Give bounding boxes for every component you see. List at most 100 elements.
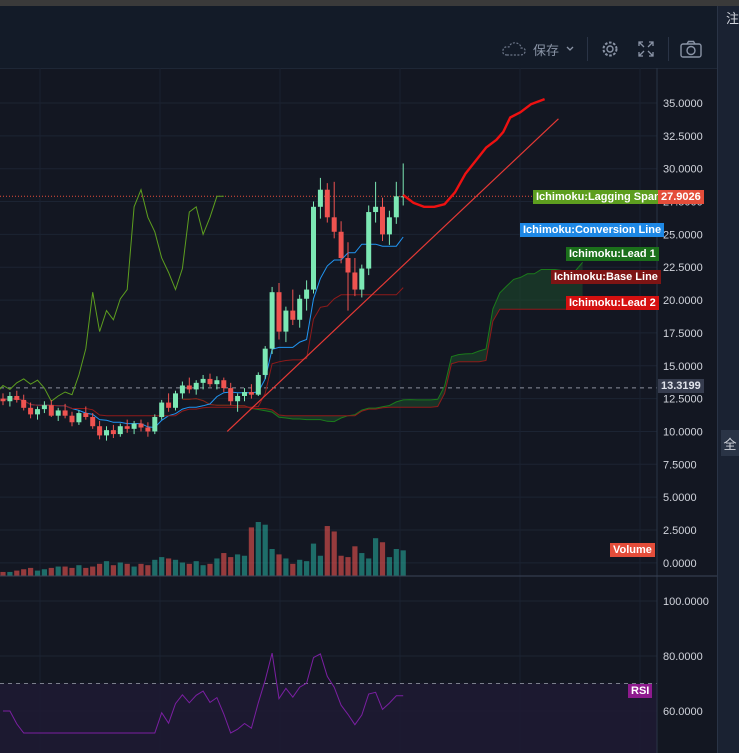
volume-bar <box>83 567 89 576</box>
volume-bar <box>110 565 116 576</box>
volume-bar <box>290 563 296 576</box>
candle-body <box>62 410 68 416</box>
volume-bar <box>310 543 317 576</box>
volume-bar <box>386 557 392 576</box>
candle-body <box>248 392 254 395</box>
trend-drawings <box>226 97 559 432</box>
price-tick-label: 20.0000 <box>663 295 703 307</box>
candle-body <box>48 405 54 416</box>
volume-bar <box>269 549 275 576</box>
candle-body <box>41 405 47 410</box>
candle-body <box>173 393 178 408</box>
toolbar-separator <box>668 37 670 61</box>
price-tick-label: 30.0000 <box>663 164 703 176</box>
volume-bar <box>359 553 365 576</box>
indicator-lines <box>0 188 583 734</box>
volume-bar <box>200 565 206 576</box>
volume-bar <box>228 557 234 576</box>
candle-body <box>159 402 165 418</box>
volume-bar <box>14 570 20 576</box>
volume-bar <box>345 557 351 576</box>
volume-bar <box>62 566 68 576</box>
volume-bar <box>166 558 172 576</box>
candle-body <box>304 289 310 299</box>
volume-bar <box>172 559 179 576</box>
ichimoku-cloud <box>182 262 583 422</box>
candle-body <box>345 258 351 273</box>
save-button[interactable]: 保存 <box>497 35 579 63</box>
volume-bar <box>55 566 61 576</box>
volume-bar <box>379 542 386 576</box>
rsi-tag: RSI <box>628 684 653 698</box>
volume-bar <box>317 555 323 576</box>
price-tick-label: 15.0000 <box>663 361 703 373</box>
side-panel-tab[interactable]: 注 <box>726 11 739 26</box>
volume-bar <box>400 550 406 576</box>
volume-bar <box>145 565 151 576</box>
candle-body <box>117 426 123 435</box>
price-tick-label: 35.0000 <box>663 98 703 110</box>
price-axis: 35.000032.500030.000027.500025.000022.50… <box>0 68 717 753</box>
volume-bar <box>331 531 337 576</box>
settings-button[interactable] <box>596 35 624 63</box>
volume-bar <box>186 563 192 576</box>
volume-bar <box>131 566 137 576</box>
candle-body <box>110 430 116 435</box>
volume-bar <box>193 561 199 576</box>
fullscreen-button[interactable] <box>632 35 660 63</box>
candle-body <box>55 410 61 416</box>
candle-body <box>255 374 261 395</box>
volume-bar <box>179 562 185 576</box>
candle-body <box>124 426 130 429</box>
candle-body <box>269 292 275 349</box>
projection-curve <box>402 97 546 209</box>
candle-body <box>186 385 192 390</box>
side-panel <box>717 6 739 753</box>
candle-body <box>90 417 96 427</box>
candle-body <box>331 217 337 232</box>
base-line <box>3 287 404 417</box>
side-panel-button[interactable]: 全 <box>721 430 739 456</box>
candle-body <box>228 388 234 402</box>
rsi-pane <box>0 683 657 753</box>
candle-body <box>179 385 185 394</box>
candle-body <box>324 189 330 218</box>
grid-lines <box>0 68 657 753</box>
volume-bar <box>221 553 227 576</box>
candle-body <box>221 380 227 389</box>
volume-bar <box>28 567 34 576</box>
candle-body <box>242 392 247 396</box>
price-tick-label: 25.0000 <box>663 229 703 241</box>
candle-body <box>97 426 103 436</box>
candle-body <box>393 196 399 218</box>
base-line-tag: Ichimoku:Base Line <box>551 270 661 284</box>
price-tick-label: 17.5000 <box>663 328 703 340</box>
chart-canvas[interactable]: 35.000032.500030.000027.500025.000022.50… <box>0 68 717 753</box>
chart-toolbar: 保存 <box>0 6 717 69</box>
candle-body <box>297 298 303 320</box>
candle-body <box>386 217 392 235</box>
rsi-tick-label: 100.0000 <box>663 596 709 608</box>
candle-body <box>131 423 137 429</box>
volume-bar <box>248 527 254 576</box>
volume-bar <box>214 558 220 576</box>
volume-bar <box>7 571 13 576</box>
lagging-span-tag: Ichimoku:Lagging Span <box>533 190 664 204</box>
camera-icon <box>680 40 702 58</box>
snapshot-button[interactable] <box>677 35 705 63</box>
lead2-tag: Ichimoku:Lead 2 <box>566 296 659 310</box>
candlesticks <box>0 163 406 441</box>
volume-bar <box>159 557 165 576</box>
candle-body <box>366 212 372 269</box>
volume-bar <box>21 569 27 576</box>
toolbar-actions: 保存 <box>497 34 705 64</box>
price-tick-label: 2.5000 <box>663 525 697 537</box>
rsi-tick-label: 80.0000 <box>663 651 703 663</box>
volume-bar <box>324 526 330 576</box>
chevron-down-icon <box>566 46 574 51</box>
volume-bar <box>366 558 372 576</box>
volume-bar <box>103 561 110 576</box>
candle-body <box>0 398 6 402</box>
volume-bar <box>124 563 130 576</box>
candle-body <box>83 413 89 418</box>
